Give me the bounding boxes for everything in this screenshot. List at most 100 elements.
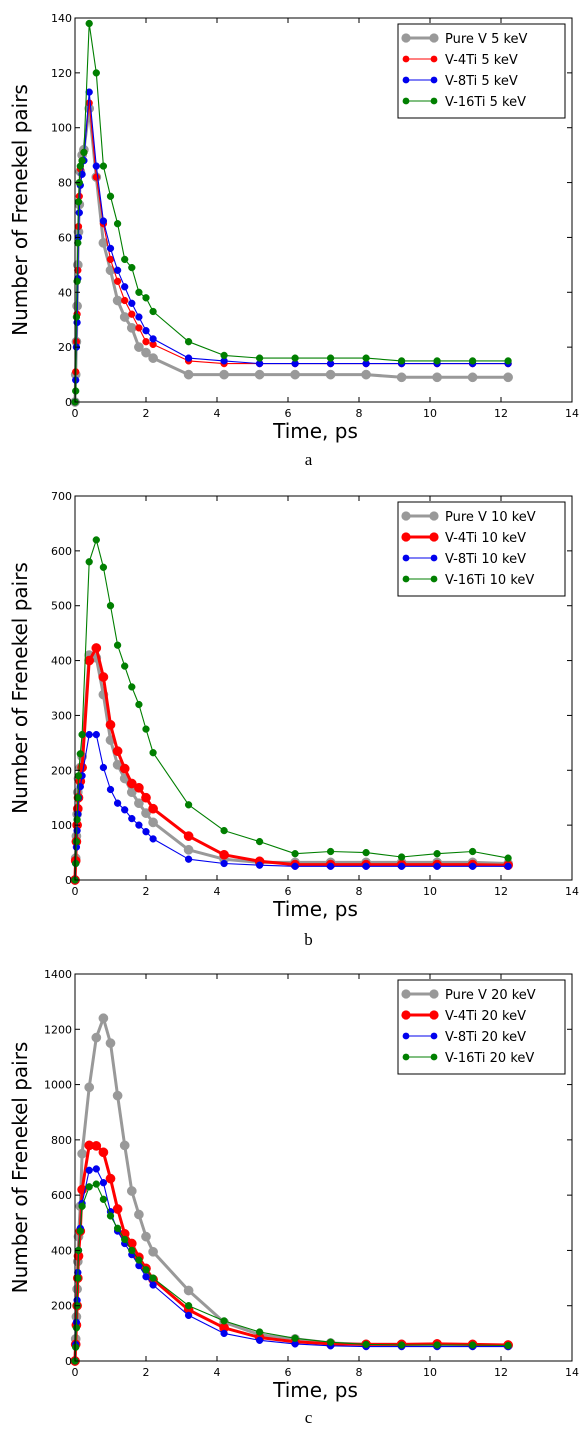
data-point [126, 323, 137, 333]
data-point [504, 357, 512, 365]
data-point [112, 746, 123, 756]
data-point [134, 782, 144, 793]
x-tick-label: 6 [285, 407, 292, 420]
data-point [128, 299, 136, 307]
data-point [220, 1317, 228, 1325]
data-point [105, 1038, 116, 1048]
data-point [504, 862, 512, 870]
data-point [74, 239, 82, 247]
x-tick-label: 12 [494, 1366, 508, 1379]
x-tick-label: 10 [423, 885, 437, 898]
series-2-1 [70, 1140, 513, 1366]
y-tick-label: 40 [58, 286, 72, 299]
legend-marker [429, 511, 439, 521]
data-point [99, 162, 108, 170]
data-point [113, 220, 122, 228]
data-point [128, 263, 136, 272]
legend-marker [402, 76, 410, 84]
legend-marker [402, 1032, 410, 1040]
data-point [74, 794, 82, 802]
legend-marker [430, 1032, 438, 1040]
data-point [121, 283, 129, 291]
data-point [121, 1235, 129, 1244]
data-point [113, 1224, 122, 1232]
legend: Pure V 20 keV V-4Ti 20 keV V-8Ti 20 keV V-1… [397, 979, 566, 1075]
data-point [142, 338, 150, 346]
data-point [504, 1341, 512, 1350]
data-point [76, 750, 84, 758]
data-point [148, 803, 158, 814]
data-point [433, 357, 441, 365]
data-point [397, 1341, 406, 1349]
data-point [134, 798, 144, 809]
data-point [219, 849, 229, 860]
data-point [119, 1140, 130, 1151]
data-point [119, 763, 130, 774]
data-point [72, 387, 80, 395]
data-point [106, 244, 115, 253]
panel-caption: b [304, 930, 313, 949]
data-point [74, 198, 83, 206]
series-line [73, 646, 509, 881]
data-point [72, 1324, 81, 1332]
data-point [255, 837, 264, 846]
data-point [106, 1212, 115, 1220]
data-point [149, 1281, 157, 1289]
data-point [135, 700, 143, 709]
chart-panel-b: 0 2 4 6 8 10 12 14 0 100 200 300 400 500 600 700 Time, p… [8, 490, 579, 949]
y-tick-label: 400 [51, 655, 72, 668]
legend-marker [430, 76, 438, 84]
legend: Pure V 10 keV V-4Ti 10 keV V-8Ti 10 keV V-1… [397, 501, 566, 597]
y-tick-label: 100 [51, 122, 72, 135]
x-tick-label: 10 [423, 407, 437, 420]
data-point [362, 1340, 370, 1349]
data-point [74, 772, 83, 780]
data-point [112, 1204, 123, 1214]
x-tick-label: 14 [565, 407, 579, 420]
data-point [326, 354, 335, 362]
series-1-1 [70, 643, 513, 885]
data-point [149, 749, 157, 757]
x-tick-label: 12 [494, 885, 508, 898]
data-point [397, 862, 406, 870]
series-0-3 [71, 19, 512, 406]
data-point [128, 310, 136, 318]
data-point [220, 859, 228, 868]
legend: Pure V 5 keV V-4Ti 5 keV V-8Ti 5 keV V-16Ti… [397, 23, 566, 119]
legend-marker [429, 1010, 439, 1020]
x-tick-label: 10 [423, 1366, 437, 1379]
data-point [142, 1273, 150, 1281]
y-tick-label: 20 [58, 341, 72, 354]
data-point [149, 1274, 157, 1282]
x-tick-label: 2 [143, 885, 150, 898]
data-point [92, 1180, 100, 1188]
data-point [92, 536, 100, 544]
data-point [135, 821, 143, 829]
data-point [504, 854, 512, 862]
data-point [142, 828, 150, 836]
y-tick-label: 100 [51, 819, 72, 832]
data-point [220, 351, 228, 360]
x-tick-label: 14 [565, 885, 579, 898]
legend-marker [430, 575, 438, 583]
data-point [98, 238, 109, 248]
data-point [92, 173, 100, 181]
data-point [183, 1285, 194, 1296]
x-tick-label: 8 [356, 407, 363, 420]
panel-caption: a [305, 450, 313, 469]
data-point [84, 655, 95, 666]
data-point [142, 327, 150, 335]
legend-marker [401, 532, 411, 542]
legend-label: V-4Ti 20 keV [445, 1009, 526, 1024]
legend-marker [430, 55, 438, 63]
data-point [148, 1246, 158, 1257]
data-point [467, 372, 478, 383]
axes-frame [74, 17, 573, 403]
data-point [149, 835, 157, 843]
data-point [142, 725, 150, 733]
data-point [98, 672, 109, 682]
legend-label: V-8Ti 20 keV [445, 1030, 526, 1045]
data-point [77, 1148, 87, 1159]
data-point [112, 1090, 123, 1101]
